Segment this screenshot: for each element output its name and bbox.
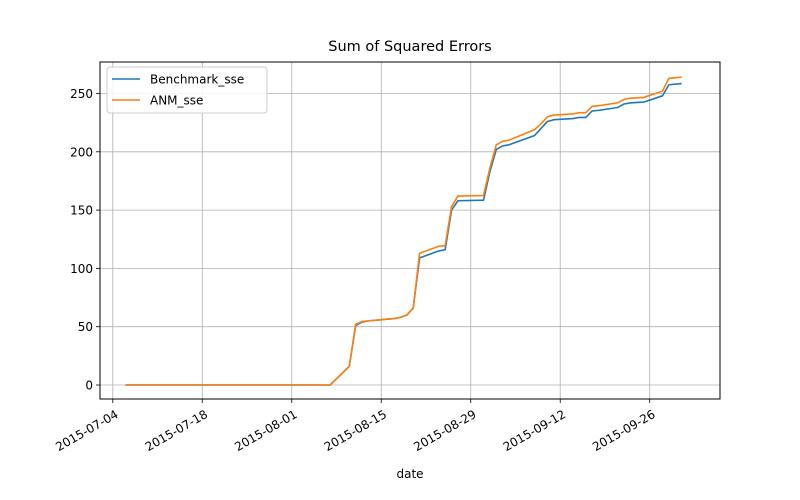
plot-frame: [99, 61, 721, 400]
y-axis-ticks: 0 50 100 150 200 250: [70, 87, 100, 393]
y-tick-label: 0: [85, 379, 93, 393]
chart-title: Sum of Squared Errors: [328, 39, 491, 55]
series-line-anm-sse: [125, 76, 682, 386]
y-tick-label: 200: [70, 145, 93, 159]
x-axis-label: date: [396, 467, 423, 481]
y-tick-label: 150: [70, 204, 93, 218]
y-tick-label: 100: [70, 262, 93, 276]
series-lines: [125, 76, 682, 386]
y-tick-label: 50: [78, 320, 93, 334]
y-tick-label: 250: [70, 87, 93, 101]
legend-label: Benchmark_sse: [150, 73, 244, 87]
legend: Benchmark_sse ANM_sse: [106, 66, 268, 114]
legend-label: ANM_sse: [150, 94, 203, 108]
legend-box: [106, 66, 268, 114]
